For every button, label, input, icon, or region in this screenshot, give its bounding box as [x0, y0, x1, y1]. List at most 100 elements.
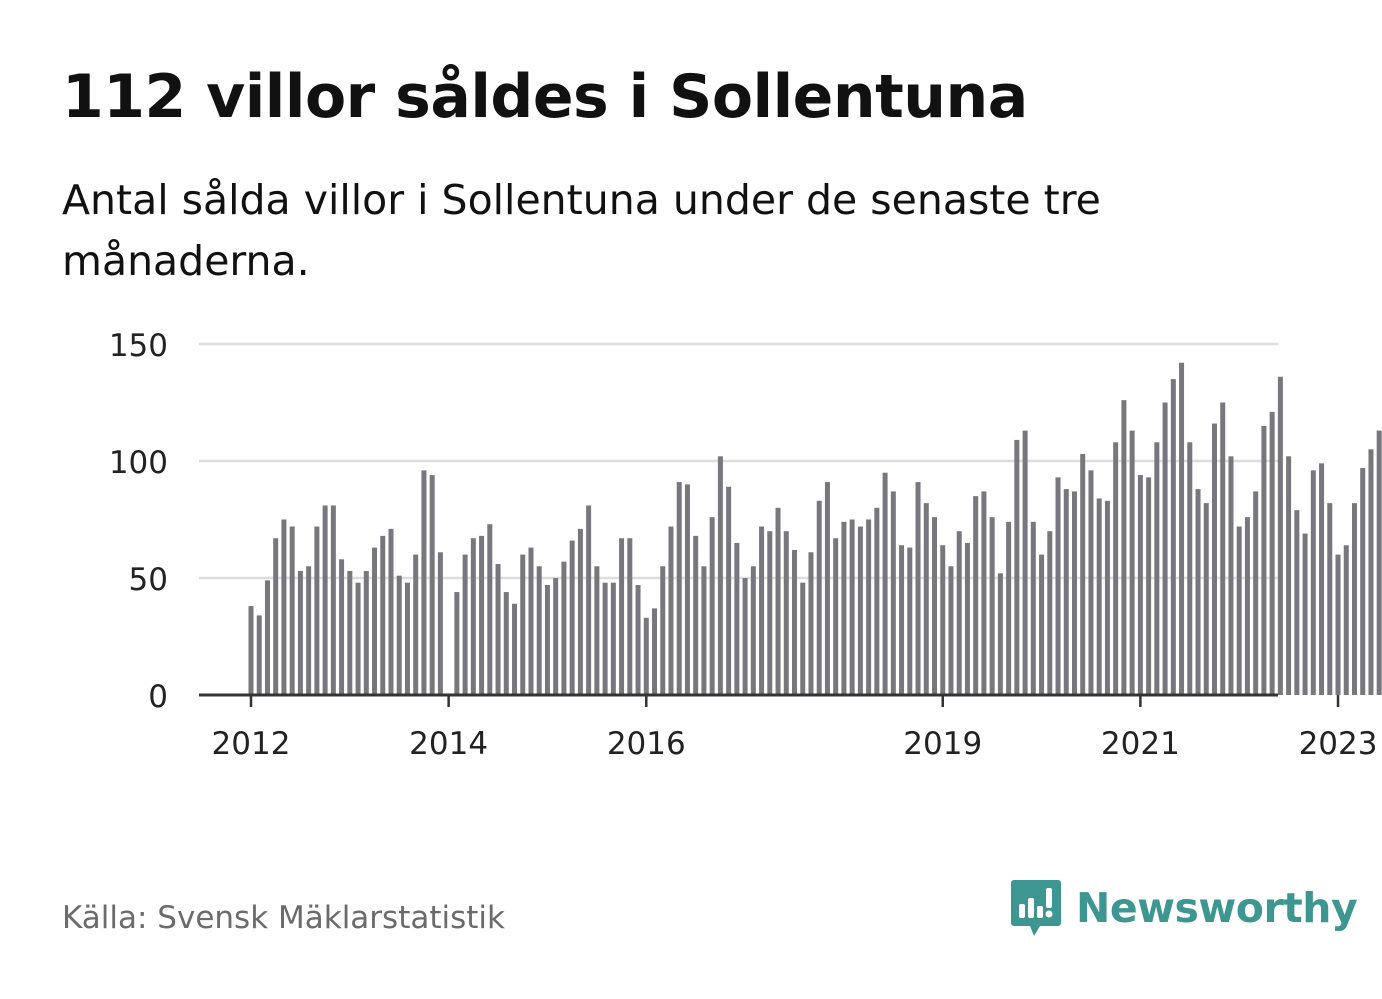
bar [1154, 442, 1160, 695]
bar [964, 542, 970, 695]
bar [355, 582, 361, 695]
bar [1063, 489, 1069, 695]
bar [1129, 430, 1135, 695]
bar [684, 484, 690, 695]
bar [742, 578, 748, 695]
bar [264, 580, 270, 695]
bar [577, 528, 583, 695]
bar [1170, 379, 1176, 695]
bar [561, 561, 567, 695]
bar [429, 475, 435, 695]
bar [462, 554, 468, 695]
bar [1137, 475, 1143, 695]
bar [899, 545, 905, 695]
bar [1335, 554, 1341, 695]
chart-subtitle: Antal sålda villor i Sollentuna under de… [62, 176, 1101, 285]
bar [767, 531, 773, 695]
bar [783, 531, 789, 695]
bar [528, 547, 534, 695]
bar [635, 585, 641, 695]
bar [1203, 503, 1209, 695]
bar [1039, 554, 1045, 695]
bar [643, 617, 649, 695]
source-credit: Källa: Svensk Mäklarstatistik [62, 900, 505, 936]
bar [281, 519, 287, 695]
bar [1253, 491, 1259, 695]
bar [1302, 533, 1308, 695]
bar [808, 552, 814, 695]
bar [1286, 456, 1292, 695]
bar [396, 575, 402, 695]
bar [981, 491, 987, 695]
bar [1030, 521, 1036, 695]
bar [421, 470, 427, 695]
bar [248, 606, 254, 695]
bar [759, 526, 765, 695]
bar [1327, 503, 1333, 695]
bars [248, 362, 1382, 695]
bar [619, 538, 625, 695]
bar [800, 582, 806, 695]
bar [915, 482, 921, 695]
bar [701, 566, 707, 695]
bar [306, 566, 312, 695]
bar [660, 566, 666, 695]
chart-title: 112 villor såldes i Sollentuna [62, 62, 1028, 132]
bar [553, 578, 559, 695]
bar [380, 535, 386, 695]
bar [569, 540, 575, 695]
bar [1179, 362, 1185, 695]
bar [841, 521, 847, 695]
bar [1360, 468, 1366, 695]
bar [907, 547, 913, 695]
bar [866, 519, 872, 695]
bar [890, 491, 896, 695]
bar [297, 570, 303, 695]
bar [1162, 402, 1168, 695]
bar [940, 545, 946, 695]
bar [314, 526, 320, 695]
bar [1269, 411, 1275, 695]
bar [388, 528, 394, 695]
bar [693, 535, 699, 695]
bar [1277, 376, 1283, 695]
bar [544, 585, 550, 695]
bar [1146, 477, 1152, 695]
y-tick-label-50: 50 [129, 562, 168, 598]
bar [997, 573, 1003, 695]
bar [347, 570, 353, 695]
bar [273, 538, 279, 695]
bar [1319, 463, 1325, 695]
bar [1113, 442, 1119, 695]
bar [372, 547, 378, 695]
bar [874, 507, 880, 695]
bar [849, 519, 855, 695]
bar [413, 554, 419, 695]
bar [948, 566, 954, 695]
bar [1228, 456, 1234, 695]
bar [833, 538, 839, 695]
bar [750, 566, 756, 695]
bar [726, 486, 732, 695]
bar [1055, 477, 1061, 695]
bar [1014, 439, 1020, 695]
y-tick-label-150: 150 [109, 328, 168, 364]
bar [1088, 470, 1094, 695]
bar [495, 563, 501, 695]
bar [322, 505, 328, 695]
bar [923, 503, 929, 695]
y-axis-ticks: 0 50 100 150 [109, 328, 168, 715]
x-tick-label-2016: 2016 [607, 726, 686, 762]
bar [454, 592, 460, 695]
bar [339, 559, 345, 695]
bar [734, 542, 740, 695]
y-tick-label-100: 100 [109, 445, 168, 481]
bar [1121, 400, 1127, 695]
bar [1261, 425, 1267, 695]
bar [1096, 498, 1102, 695]
x-axis-ticks: 2012 2014 2016 2019 2021 2023 [212, 695, 1377, 762]
bar [470, 538, 476, 695]
bar [1022, 430, 1028, 695]
bar [1343, 545, 1349, 695]
bar [709, 517, 715, 695]
